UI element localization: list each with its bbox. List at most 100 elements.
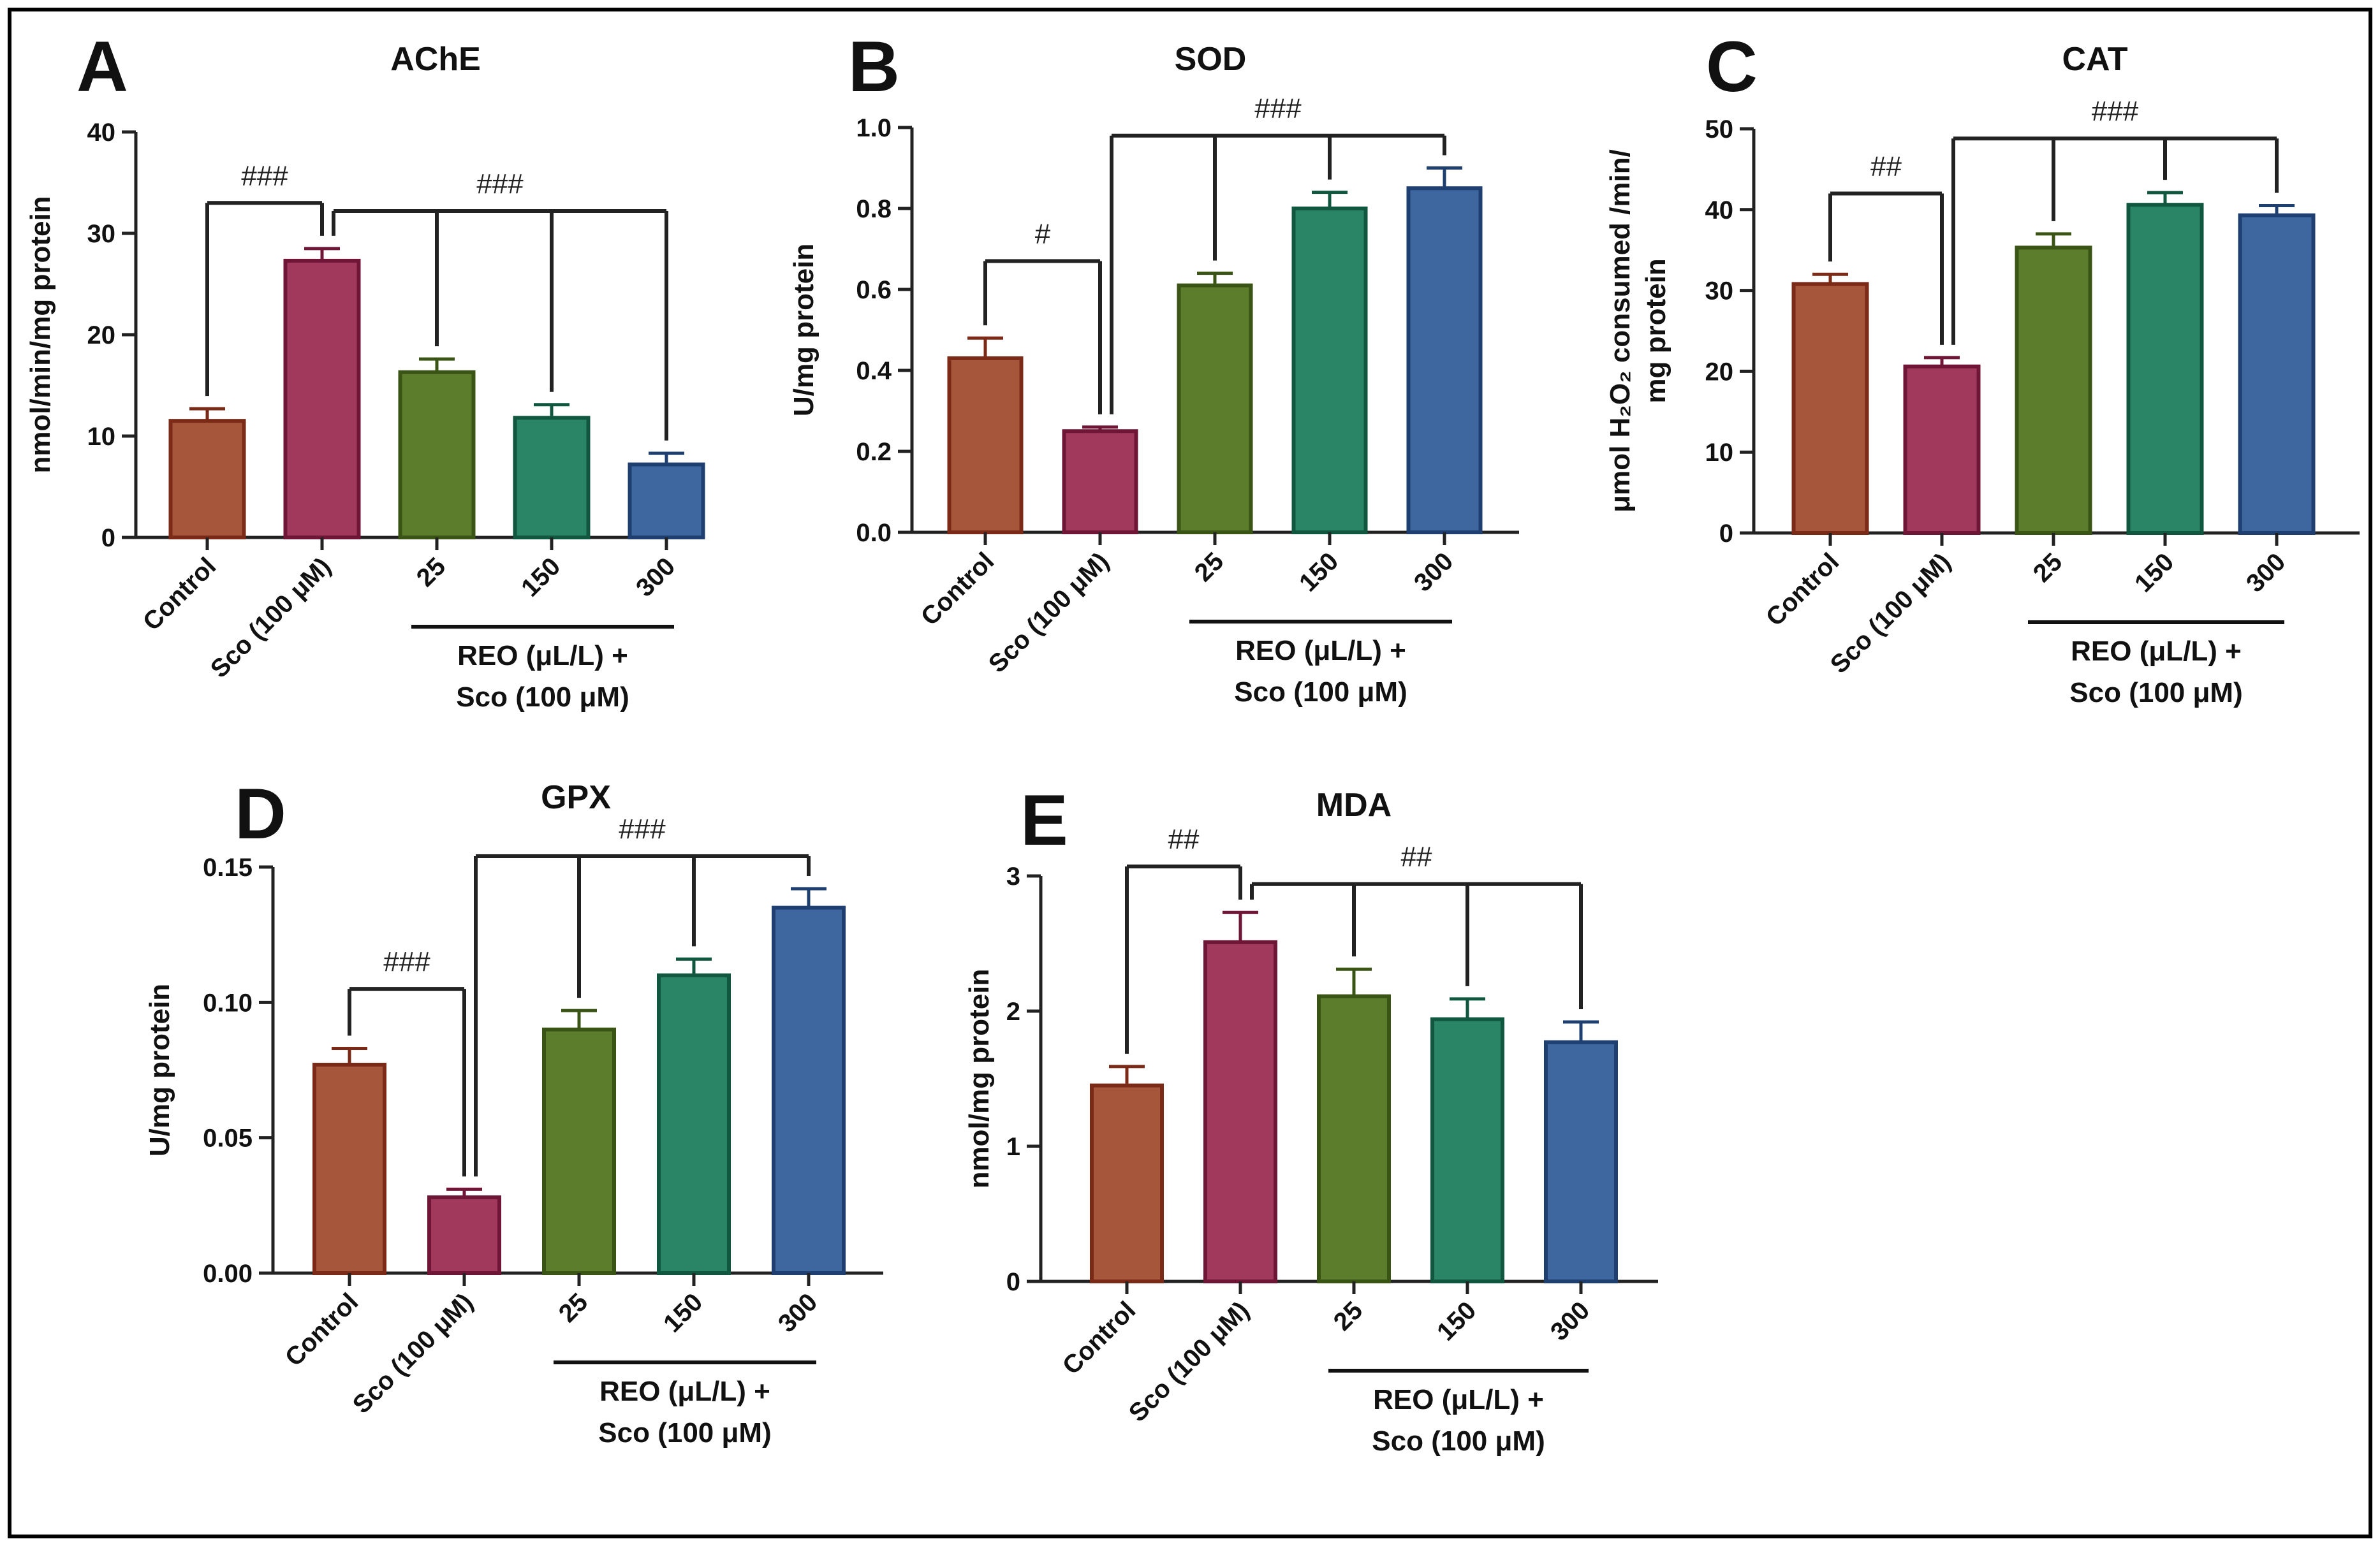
significance-marker: # [1035,219,1051,250]
y-tick-label: 1 [1006,1133,1020,1161]
bar-2 [398,370,476,540]
y-tick-label: 50 [1705,115,1734,143]
y-tick-label: 10 [87,423,116,451]
significance-marker: ### [476,168,524,200]
panel-label: E [1020,780,1068,860]
bar-3 [1430,1017,1504,1283]
significance-marker: ### [1254,93,1302,124]
x-tick-label: Sco (100 μM) [348,1288,479,1419]
chart-title: AChE [390,41,481,78]
x-tick-label: 25 [1328,1296,1369,1336]
chart-title: MDA [1316,787,1392,824]
y-axis-label-line: μmol H₂O₂ consumed /min/ [1605,149,1636,513]
chart-title: SOD [1175,41,1247,78]
panel-label: D [235,774,286,854]
y-tick-label: 0.6 [856,276,892,304]
bar-1 [1203,940,1277,1283]
group-label: REO (μL/L) + [1373,1384,1544,1415]
group-label: Sco (100 μM) [2069,677,2242,708]
x-tick-label: 25 [554,1288,594,1328]
x-tick-label: Sco (100 μM) [205,552,337,683]
figure-border [8,8,2372,1538]
bar-1 [283,258,361,539]
bar-1 [1903,364,1981,535]
bar-2 [2015,245,2092,535]
y-axis-label: U/mg protein [788,244,819,416]
bar-4 [772,905,846,1275]
bar-0 [312,1063,386,1276]
x-tick-label: 300 [1409,547,1458,597]
bar-4 [2238,213,2316,535]
y-tick-label: 20 [87,321,116,349]
significance-marker: ### [383,946,430,977]
panel-label: A [77,27,128,106]
significance-marker: ## [1168,824,1200,855]
y-tick-label: 0.00 [203,1260,253,1288]
bar-1 [1062,429,1138,534]
group-label: REO (μL/L) + [457,640,628,671]
x-tick-label: 300 [2241,548,2291,597]
y-tick-label: 10 [1705,439,1734,467]
significance-marker: ### [619,813,666,845]
y-tick-label: 0.4 [856,357,892,385]
y-tick-label: 30 [1705,277,1734,305]
bar-0 [168,419,246,540]
x-tick-label: 150 [1294,547,1344,597]
significance-marker: ## [1870,150,1902,182]
y-axis-label-line: nmol/mg protein [964,969,995,1189]
y-axis-label: μmol H₂O₂ consumed /min/mg protein [1605,149,1671,513]
bar-1 [427,1195,501,1276]
y-tick-label: 0.10 [203,989,253,1017]
y-tick-label: 0.0 [856,519,892,547]
y-axis-label-line: U/mg protein [144,984,175,1156]
group-label: REO (μL/L) + [1235,635,1406,666]
y-axis-label: nmol/mg protein [964,969,995,1189]
bar-2 [542,1027,616,1276]
y-tick-label: 0 [1006,1268,1020,1296]
x-tick-label: Control [280,1288,364,1372]
chart-panel-B: B SOD U/mg protein 0.0 0.2 0.4 0.6 0.8 1.0 Contro… [788,27,1519,708]
y-tick-label: 20 [1705,358,1734,386]
group-label: Sco (100 μM) [1234,676,1407,708]
chart-title: GPX [541,779,611,816]
y-tick-label: 30 [87,220,116,248]
y-axis-label-line: U/mg protein [788,244,819,416]
x-tick-label: 25 [411,552,452,592]
group-label: Sco (100 μM) [1372,1426,1545,1457]
group-label: Sco (100 μM) [598,1417,771,1448]
x-tick-label: 25 [2028,548,2068,588]
significance-marker: ### [241,160,288,191]
panel-label: C [1706,27,1758,106]
chart-title: CAT [2062,41,2127,78]
bar-0 [947,356,1024,534]
x-tick-label: 300 [631,552,680,602]
x-tick-label: Sco (100 μM) [1124,1296,1255,1427]
bar-2 [1317,994,1391,1284]
bar-3 [2126,203,2204,535]
group-label: REO (μL/L) + [599,1376,770,1407]
significance-marker: ### [2092,96,2139,127]
y-tick-label: 0.05 [203,1125,253,1153]
significance-marker: ## [1401,842,1432,873]
bar-4 [628,462,705,540]
x-tick-label: 25 [1189,547,1230,587]
bar-3 [513,416,591,539]
chart-panel-A: A AChE nmol/min/mg protein 0 10 20 30 40 Control… [25,27,705,713]
y-tick-label: 1.0 [856,114,892,142]
chart-panel-C: C CAT μmol H₂O₂ consumed /min/mg protein 0 1… [1605,27,2360,708]
y-tick-label: 0 [1719,520,1733,548]
y-tick-label: 0.8 [856,195,892,223]
y-axis-label-line: nmol/min/mg protein [25,196,56,473]
bar-2 [1177,283,1253,534]
x-tick-label: 150 [1432,1296,1481,1346]
y-tick-label: 0 [101,524,115,552]
y-axis-label-line: mg protein [1640,258,1671,403]
y-tick-label: 3 [1006,863,1020,891]
bar-3 [1291,207,1368,534]
x-tick-label: Sco (100 μM) [1825,548,1957,679]
x-tick-label: Sco (100 μM) [983,547,1115,678]
x-tick-label: 300 [1545,1296,1595,1346]
